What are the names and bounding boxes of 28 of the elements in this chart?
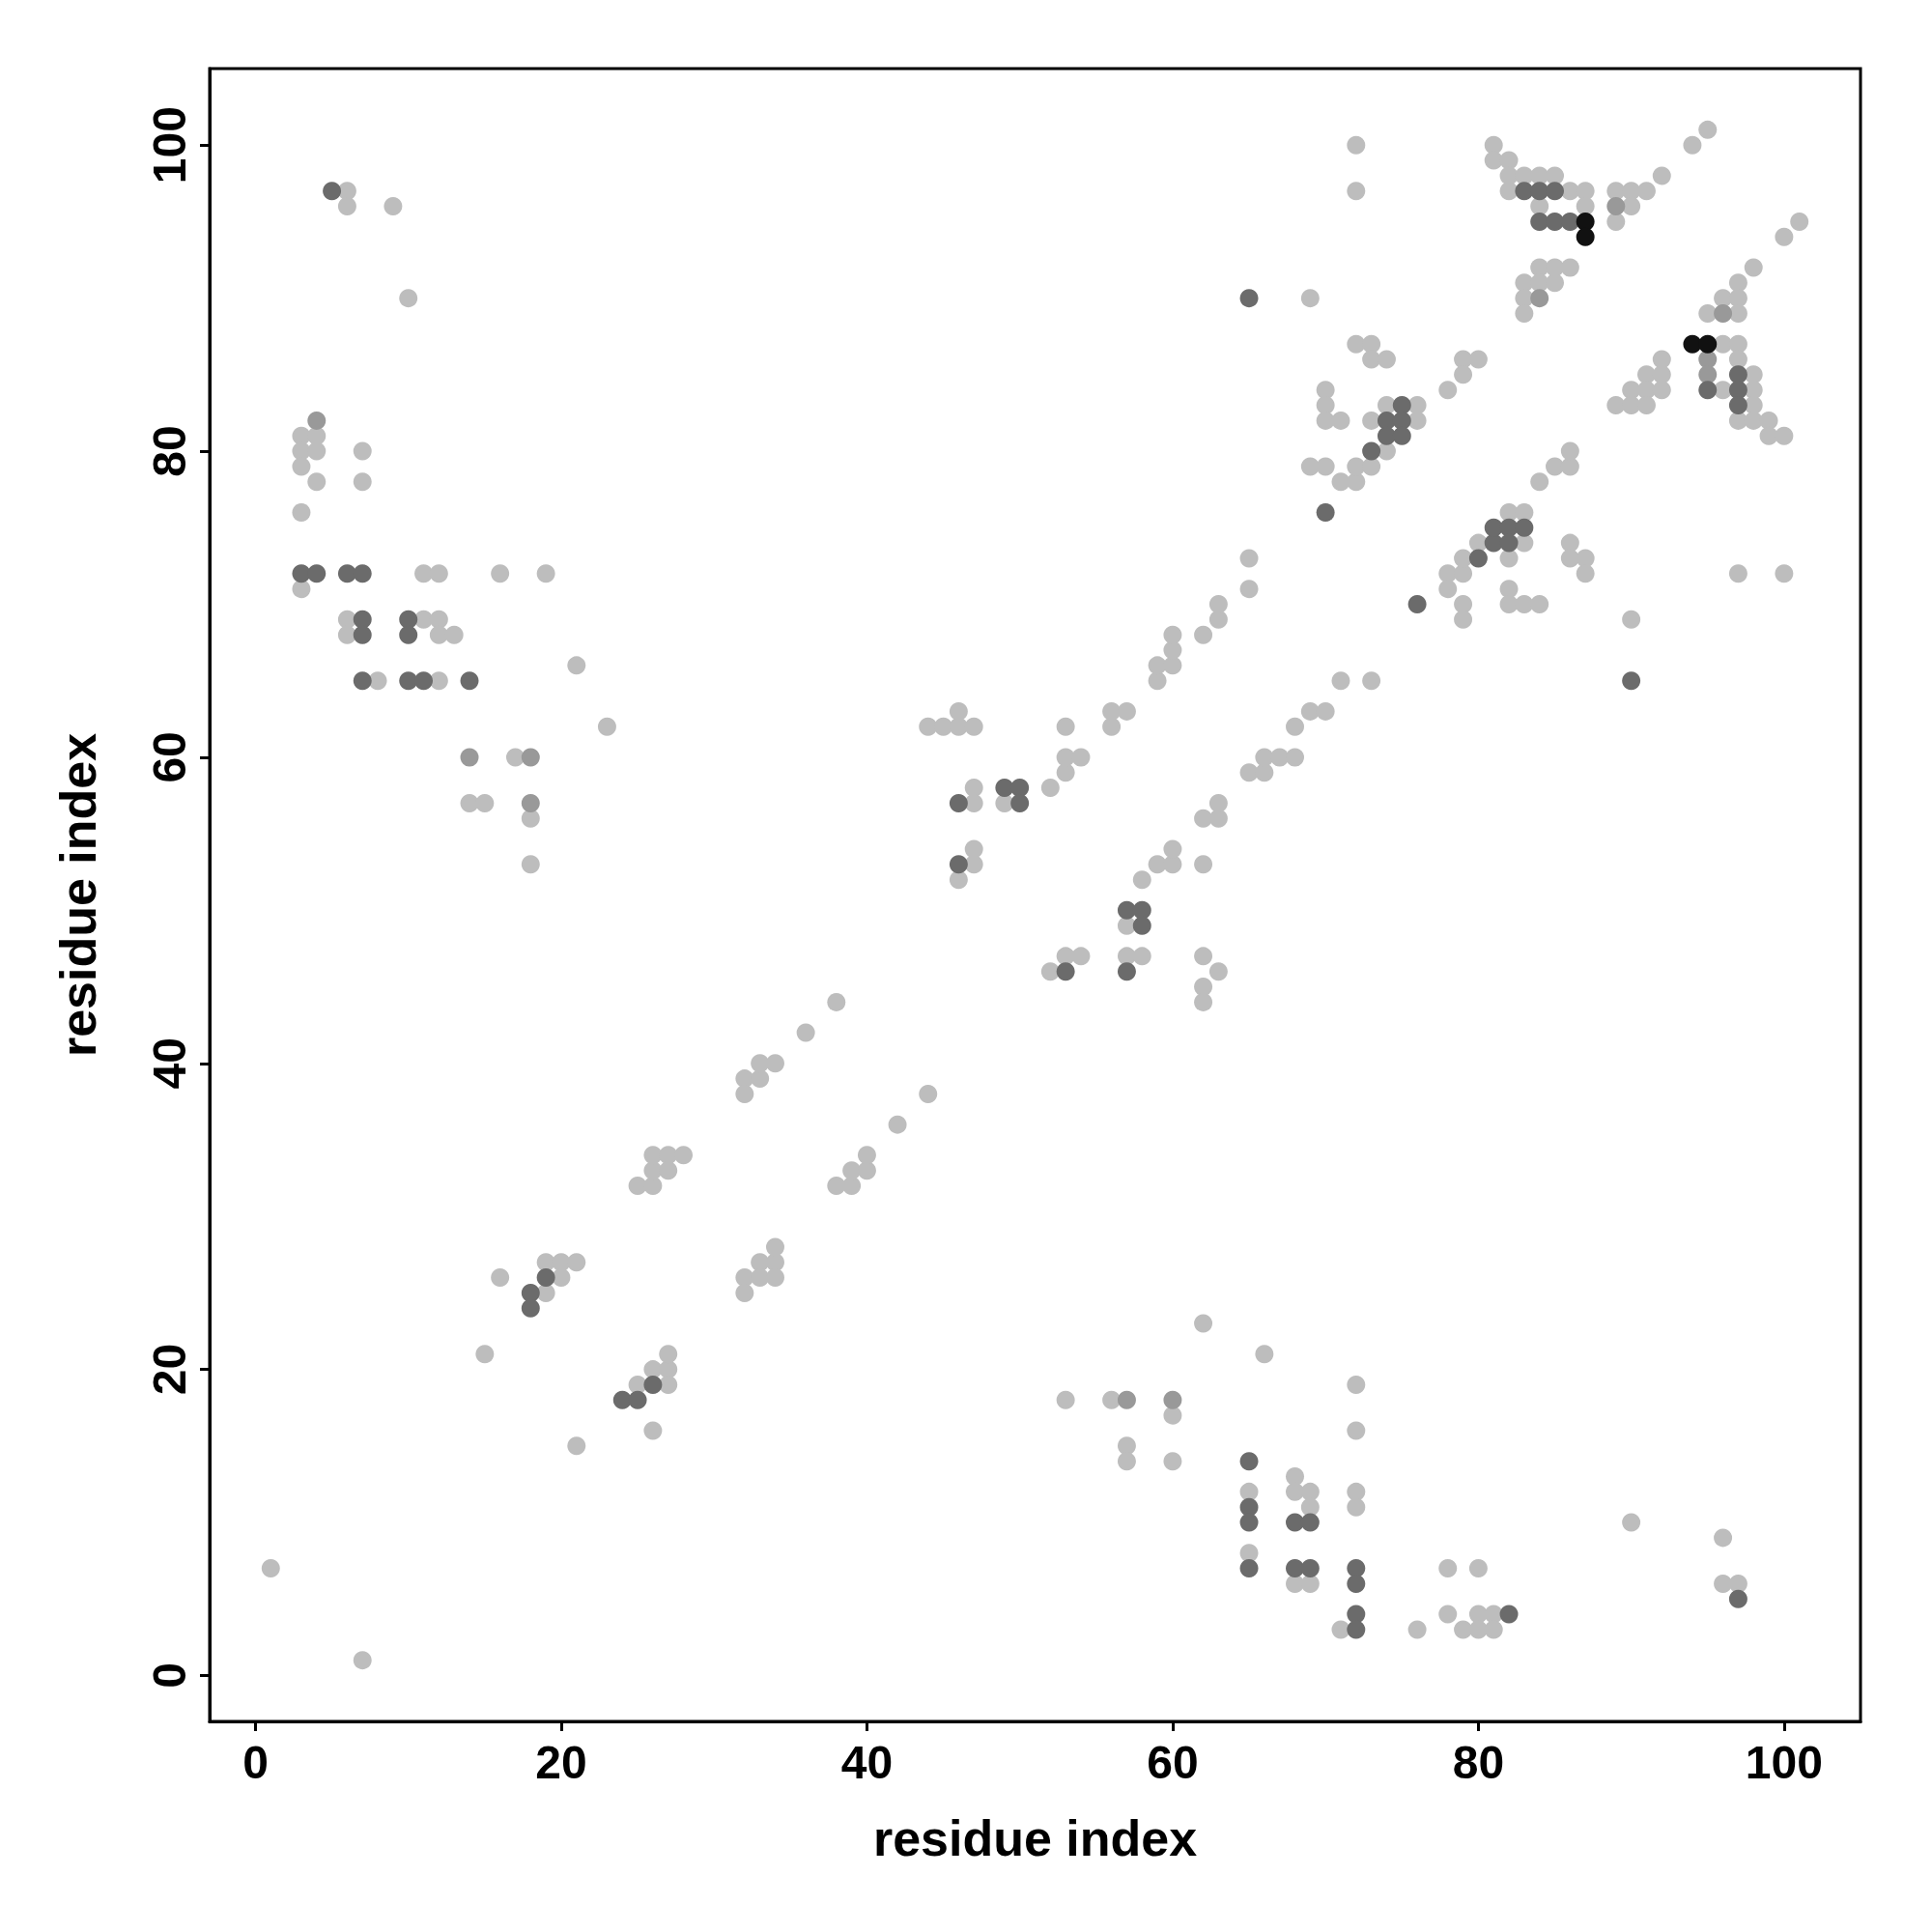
point xyxy=(1698,334,1718,354)
point xyxy=(307,411,327,430)
x-axis-title: residue index xyxy=(872,1810,1198,1866)
point xyxy=(1117,1390,1136,1409)
y-axis-title: residue index xyxy=(50,732,106,1058)
point xyxy=(1576,227,1595,246)
point xyxy=(1576,212,1595,231)
y-tick-label: 100 xyxy=(143,106,195,185)
x-tick-label: 60 xyxy=(1147,1736,1199,1788)
x-tick-label: 20 xyxy=(535,1736,587,1788)
x-tick-label: 40 xyxy=(840,1736,894,1788)
y-tick-label: 0 xyxy=(143,1662,195,1689)
y-tick-label: 60 xyxy=(143,731,195,783)
point xyxy=(521,793,540,812)
point xyxy=(1163,1390,1182,1409)
y-tick-label: 20 xyxy=(143,1343,195,1396)
point xyxy=(1714,303,1733,323)
point xyxy=(1530,289,1549,308)
y-tick-label: 40 xyxy=(143,1037,195,1090)
point xyxy=(1698,365,1718,384)
point xyxy=(1683,334,1702,354)
x-tick-label: 100 xyxy=(1745,1736,1823,1788)
point xyxy=(1606,197,1626,216)
y-tick-label: 80 xyxy=(143,425,195,477)
x-tick-label: 80 xyxy=(1452,1736,1505,1788)
point xyxy=(521,748,540,767)
x-tick-label: 0 xyxy=(242,1736,269,1788)
point xyxy=(460,748,479,767)
